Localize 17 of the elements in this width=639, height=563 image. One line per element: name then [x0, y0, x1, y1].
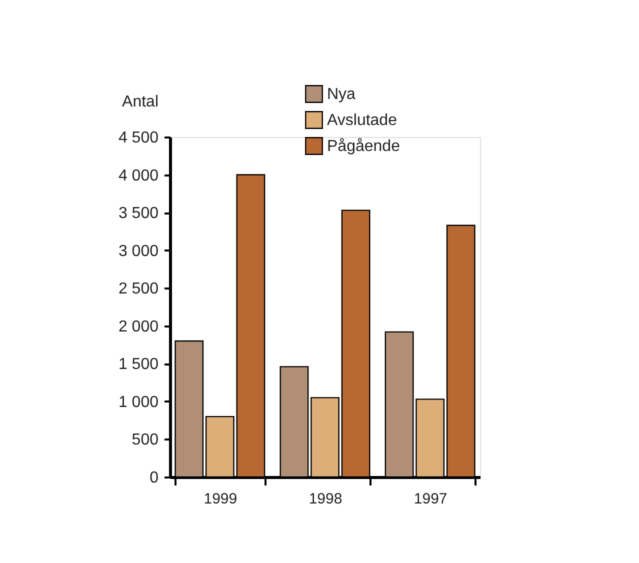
legend-label: Nya [327, 86, 356, 103]
x-tick-label: 1997 [414, 490, 448, 508]
y-tick-label: 1 500 [118, 356, 159, 374]
y-tick-label: 0 [150, 470, 159, 486]
y-tick-label: 4 000 [118, 167, 159, 184]
y-tick-label: 3 500 [118, 205, 159, 222]
x-tick-label: 1998 [308, 490, 342, 508]
y-tick-label: 1 000 [118, 394, 159, 411]
legend-label: Pågående [327, 138, 400, 155]
y-tick-label: 2 000 [118, 318, 159, 336]
y-tick-label: 3 000 [118, 242, 159, 260]
x-tick-label: 1999 [204, 490, 238, 508]
y-axis-title: Antal [122, 94, 158, 110]
y-tick-label: 4 500 [118, 130, 159, 146]
legend-label: Avslutade [327, 112, 398, 129]
y-tick-label: 2 500 [118, 280, 159, 298]
y-tick-label: 500 [132, 432, 159, 449]
